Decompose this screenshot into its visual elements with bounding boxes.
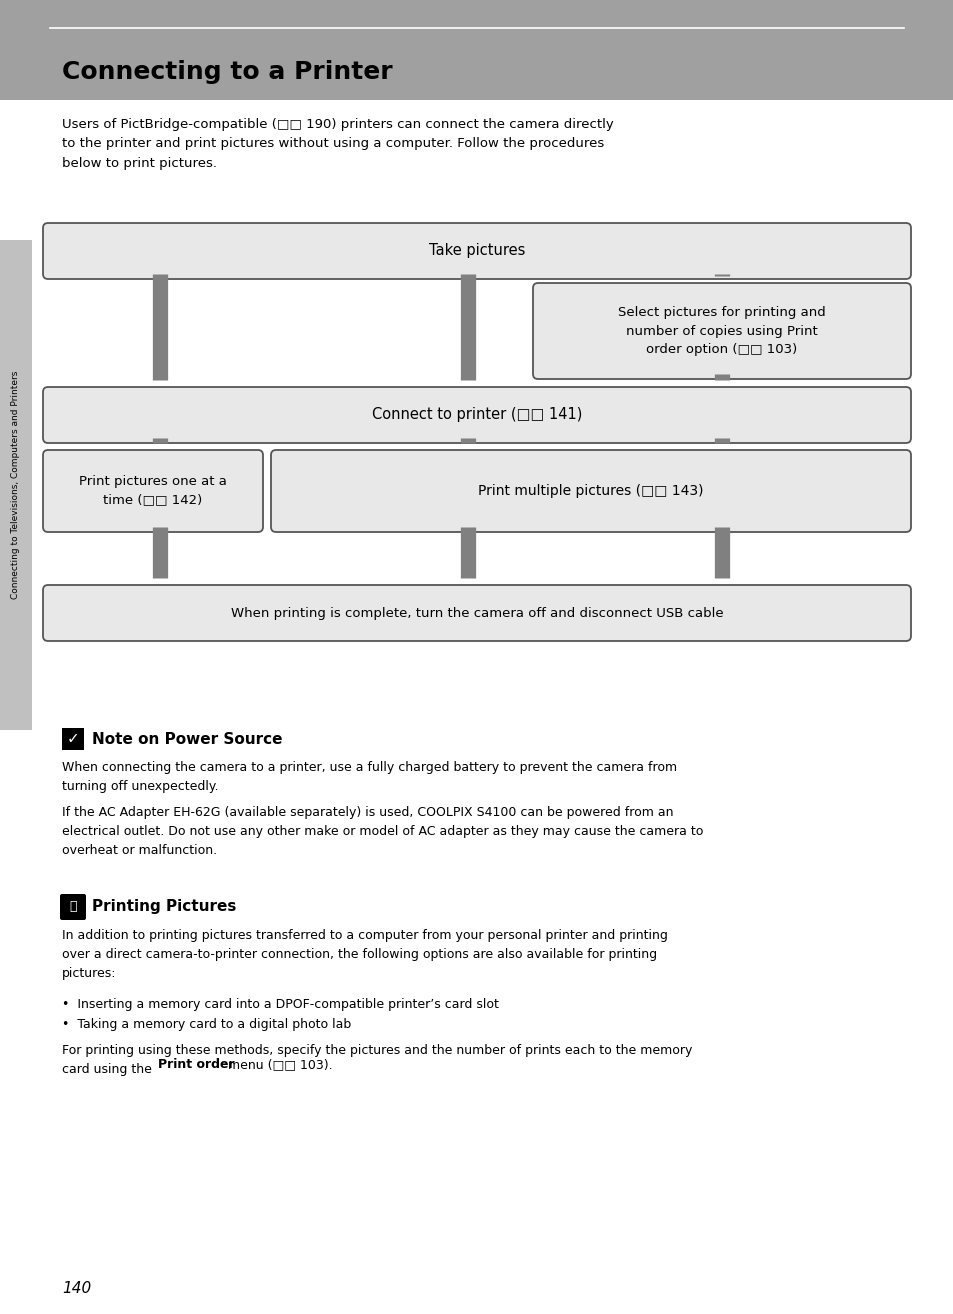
Text: Users of PictBridge-compatible (□□ 190) printers can connect the camera directly: Users of PictBridge-compatible (□□ 190) … (62, 118, 613, 170)
Text: For printing using these methods, specify the pictures and the number of prints : For printing using these methods, specif… (62, 1045, 692, 1076)
FancyBboxPatch shape (533, 283, 910, 378)
Text: Print pictures one at a
time (□□ 142): Print pictures one at a time (□□ 142) (79, 476, 227, 506)
FancyBboxPatch shape (43, 223, 910, 279)
Text: menu (□□ 103).: menu (□□ 103). (224, 1058, 333, 1071)
Text: •  Taking a memory card to a digital photo lab: • Taking a memory card to a digital phot… (62, 1018, 351, 1031)
FancyBboxPatch shape (0, 240, 32, 731)
Text: Connecting to Televisions, Computers and Printers: Connecting to Televisions, Computers and… (11, 371, 20, 599)
Text: ✓: ✓ (67, 732, 79, 746)
FancyBboxPatch shape (60, 894, 86, 920)
Text: Connecting to a Printer: Connecting to a Printer (62, 60, 393, 84)
Text: Printing Pictures: Printing Pictures (91, 900, 236, 915)
FancyBboxPatch shape (62, 728, 84, 750)
FancyBboxPatch shape (43, 388, 910, 443)
Text: In addition to printing pictures transferred to a computer from your personal pr: In addition to printing pictures transfe… (62, 929, 667, 980)
Text: Print multiple pictures (□□ 143): Print multiple pictures (□□ 143) (477, 484, 703, 498)
Text: Note on Power Source: Note on Power Source (91, 732, 282, 746)
Text: Take pictures: Take pictures (428, 243, 525, 259)
Text: When connecting the camera to a printer, use a fully charged battery to prevent : When connecting the camera to a printer,… (62, 761, 677, 794)
Text: ⌕: ⌕ (70, 900, 76, 913)
FancyBboxPatch shape (43, 449, 263, 532)
Text: If the AC Adapter EH-62G (available separately) is used, COOLPIX S4100 can be po: If the AC Adapter EH-62G (available sepa… (62, 805, 702, 857)
Text: 140: 140 (62, 1281, 91, 1296)
Text: Select pictures for printing and
number of copies using Print
order option (□□ 1: Select pictures for printing and number … (618, 306, 825, 356)
Text: When printing is complete, turn the camera off and disconnect USB cable: When printing is complete, turn the came… (231, 607, 722, 619)
FancyBboxPatch shape (0, 0, 953, 100)
FancyBboxPatch shape (271, 449, 910, 532)
Text: Connect to printer (□□ 141): Connect to printer (□□ 141) (372, 407, 581, 423)
FancyBboxPatch shape (43, 585, 910, 641)
Text: •  Inserting a memory card into a DPOF-compatible printer’s card slot: • Inserting a memory card into a DPOF-co… (62, 999, 498, 1010)
Text: Print order: Print order (158, 1058, 234, 1071)
